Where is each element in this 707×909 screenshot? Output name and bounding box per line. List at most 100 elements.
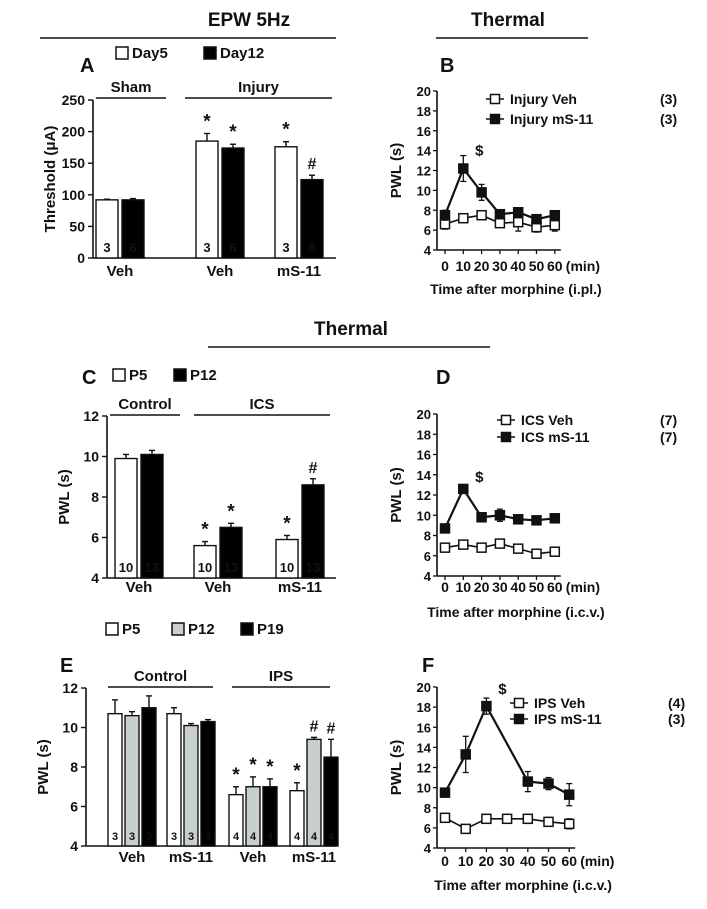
data-point	[458, 483, 469, 495]
legend-marker	[489, 113, 501, 125]
legend-swatch	[203, 46, 217, 60]
bar	[107, 712, 123, 847]
data-point	[522, 813, 534, 825]
legend-label: Day12	[220, 45, 264, 62]
group-label: mS-11	[278, 579, 322, 596]
x-tick-label: 40	[520, 853, 536, 869]
y-tick-label: 20	[417, 84, 431, 99]
significance-mark: #	[310, 718, 319, 735]
legend-swatch	[173, 368, 187, 382]
bar-n-label: 3	[282, 240, 289, 255]
y-tick-label: 4	[424, 243, 432, 258]
data-point	[522, 776, 534, 787]
data-point	[439, 812, 451, 824]
data-point	[501, 813, 513, 825]
data-point	[531, 548, 542, 559]
bar-n-label: 3	[146, 831, 152, 843]
y-tick-label: 50	[69, 218, 85, 234]
bar-n-label: 10	[198, 560, 212, 575]
bar	[124, 714, 140, 847]
data-point	[476, 187, 487, 198]
group-label: Veh	[126, 579, 153, 596]
bar-n-label: 6	[308, 240, 315, 255]
data-point	[543, 816, 554, 828]
x-tick-label: 60	[547, 579, 563, 595]
data-point	[439, 218, 451, 230]
data-point	[481, 700, 492, 712]
panel-letter-b: B	[440, 55, 454, 77]
legend-marker	[489, 93, 501, 105]
y-axis-label: PWL (s)	[56, 469, 73, 525]
y-tick-label: 8	[70, 759, 78, 775]
x-unit-label: (min)	[566, 579, 600, 595]
y-tick-label: 14	[417, 740, 432, 755]
x-tick-label: 30	[492, 258, 508, 274]
bar-n-label: 13	[224, 560, 238, 575]
bar-n-label: 4	[267, 831, 274, 843]
significance-dollar: $	[498, 681, 507, 698]
y-axis-label: PWL (s)	[388, 467, 405, 523]
legend-marker	[513, 697, 525, 709]
panel-letter-f: F	[422, 655, 434, 677]
bar-n-label: 3	[171, 831, 177, 843]
significance-mark: #	[308, 156, 317, 173]
x-axis-label: Time after morphine (i.c.v.)	[427, 604, 605, 620]
legend-n-label: (4)	[668, 695, 685, 711]
data-point	[476, 209, 487, 221]
legend-label: Injury mS-11	[510, 111, 593, 127]
y-tick-label: 12	[417, 761, 431, 776]
legend-label: Injury Veh	[510, 91, 577, 107]
y-tick-label: 6	[424, 821, 431, 836]
significance-mark: *	[227, 501, 235, 522]
legend-swatch	[171, 622, 185, 636]
x-tick-label: 50	[529, 258, 545, 274]
legend-marker	[500, 414, 512, 426]
data-point	[543, 778, 554, 789]
y-tick-label: 6	[91, 530, 99, 546]
header-epw-title: EPW 5Hz	[208, 10, 290, 31]
y-tick-label: 18	[417, 104, 431, 119]
legend-label: P12	[188, 621, 215, 638]
y-axis-label: PWL (s)	[388, 143, 405, 199]
y-tick-label: 12	[417, 164, 431, 179]
data-point	[439, 209, 451, 221]
y-tick-label: 10	[83, 449, 99, 465]
x-tick-label: 20	[474, 258, 490, 274]
legend-marker	[500, 431, 512, 443]
bar-n-label: 10	[280, 560, 294, 575]
y-axis-label: Threshold (μA)	[42, 126, 59, 233]
data-point	[439, 523, 451, 534]
x-unit-label: (min)	[566, 258, 600, 274]
significance-mark: *	[283, 513, 291, 534]
panel-letter-c: C	[82, 367, 96, 389]
legend-label: Day5	[132, 45, 168, 62]
y-tick-label: 4	[70, 838, 78, 854]
group-bracket-label: Control	[118, 396, 171, 413]
legend-swatch	[240, 622, 254, 636]
panel-c-pwl-chart: 4 6 8 10 12 PWL (s) P5 P12 Control ICS 10 13 Veh 10 * 1…	[56, 367, 336, 596]
y-tick-label: 10	[62, 720, 78, 736]
y-tick-label: 14	[417, 144, 432, 159]
y-tick-label: 100	[62, 187, 86, 203]
y-tick-label: 200	[62, 124, 86, 140]
x-tick-label: 40	[510, 258, 526, 274]
data-point	[481, 813, 492, 825]
significance-dollar: $	[475, 469, 484, 486]
x-tick-label: 0	[441, 579, 449, 595]
y-tick-label: 6	[70, 799, 78, 815]
x-axis-label: Time after morphine (i.pl.)	[430, 281, 602, 297]
x-tick-label: 10	[456, 258, 472, 274]
panel-letter-d: D	[436, 367, 450, 389]
y-tick-label: 150	[62, 155, 86, 171]
group-label: mS-11	[292, 849, 336, 866]
data-point	[512, 216, 524, 228]
significance-dollar: $	[475, 143, 484, 160]
data-point	[458, 163, 469, 174]
significance-mark: *	[282, 120, 290, 141]
bar-n-label: 3	[129, 831, 135, 843]
